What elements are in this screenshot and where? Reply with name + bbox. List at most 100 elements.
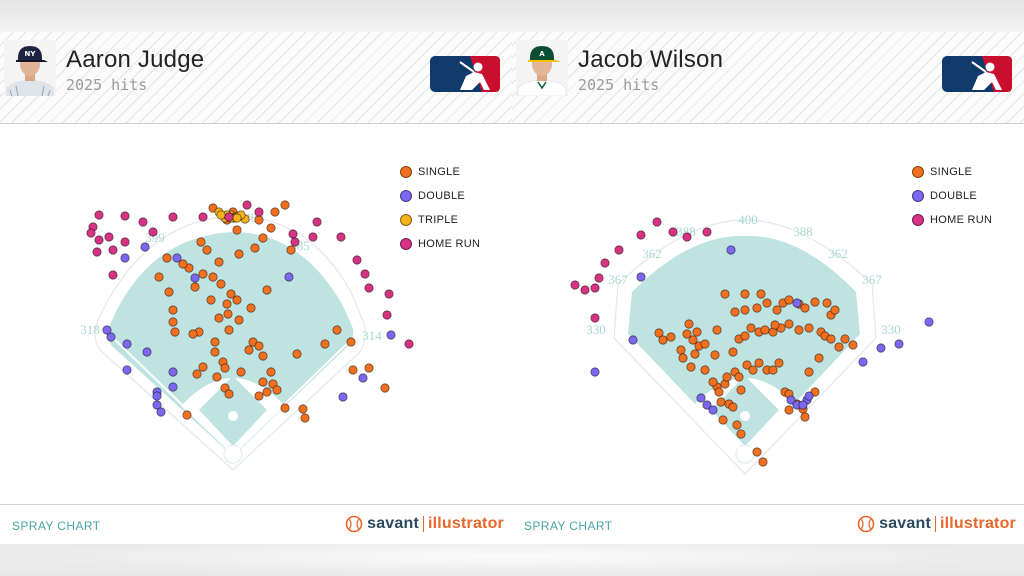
hit-point-single	[794, 325, 804, 335]
hit-point-single	[804, 367, 814, 377]
hit-point-home-run	[168, 212, 178, 222]
svg-text:NY: NY	[25, 50, 37, 58]
hit-point-single	[222, 299, 232, 309]
hit-point-home-run	[108, 270, 118, 280]
legend-item-double: DOUBLE	[912, 184, 992, 208]
hit-point-single	[190, 282, 200, 292]
fence-distance-label: 367	[862, 272, 882, 287]
hit-point-single	[346, 337, 356, 347]
hit-point-home-run	[120, 237, 130, 247]
hit-point-single	[736, 385, 746, 395]
hit-point-home-run	[290, 237, 300, 247]
player-name: Jacob Wilson	[578, 46, 724, 73]
hit-point-single	[728, 402, 738, 412]
hit-point-home-run	[308, 232, 318, 242]
hit-point-single	[658, 335, 668, 345]
hit-point-double	[590, 367, 600, 377]
player-header: A Jacob Wilson 2025 hits	[512, 32, 1024, 124]
hit-point-single	[784, 319, 794, 329]
savant-illustrator-brand[interactable]: savant illustrator	[345, 513, 504, 535]
hit-point-single	[756, 289, 766, 299]
hit-point-double	[172, 253, 182, 263]
legend-label: DOUBLE	[930, 190, 978, 202]
hit-point-single	[654, 328, 664, 338]
spray-chart-label: SPRAY CHART	[524, 519, 613, 533]
hit-point-home-run	[570, 280, 580, 290]
hit-point-single	[712, 325, 722, 335]
hit-point-single	[774, 358, 784, 368]
brand-illustrator: illustrator	[428, 515, 504, 532]
hit-point-single	[272, 385, 282, 395]
hit-point-single	[254, 341, 264, 351]
legend-label: DOUBLE	[418, 190, 466, 202]
hit-point-single	[804, 323, 814, 333]
hit-point-home-run	[682, 232, 692, 242]
hit-point-double	[142, 347, 152, 357]
hit-point-single	[154, 272, 164, 282]
hit-point-home-run	[384, 289, 394, 299]
legend-swatch	[912, 166, 924, 178]
hit-point-single	[254, 391, 264, 401]
hit-point-single	[740, 289, 750, 299]
hit-point-single	[236, 367, 246, 377]
hit-point-single	[814, 353, 824, 363]
hit-point-single	[676, 345, 686, 355]
spray-chart-label: SPRAY CHART	[12, 519, 101, 533]
hit-point-single	[730, 307, 740, 317]
brand-savant: savant	[367, 515, 419, 532]
hit-point-single	[686, 362, 696, 372]
hit-point-home-run	[590, 283, 600, 293]
hit-point-single	[223, 309, 233, 319]
fence-distance-label: 362	[828, 246, 848, 261]
hit-point-home-run	[652, 217, 662, 227]
hit-point-single	[760, 325, 770, 335]
hit-point-single	[226, 289, 236, 299]
hit-point-triple	[216, 210, 226, 220]
hit-point-single	[684, 319, 694, 329]
hit-point-single	[258, 377, 268, 387]
hit-point-single	[244, 345, 254, 355]
left-foul-line	[622, 335, 746, 455]
legend-item-single: SINGLE	[400, 160, 480, 184]
hit-point-double	[156, 407, 166, 417]
hit-point-single	[748, 365, 758, 375]
mlb-logo-icon	[942, 56, 1012, 92]
legend-swatch	[400, 214, 412, 226]
hit-point-double	[858, 357, 868, 367]
left-foul-line	[110, 335, 234, 455]
hit-point-single	[258, 233, 268, 243]
hit-point-single	[768, 365, 778, 375]
hit-point-single	[286, 245, 296, 255]
hit-point-single	[254, 215, 264, 225]
hit-point-single	[690, 349, 700, 359]
hit-point-home-run	[590, 313, 600, 323]
player-header: NY Aaron Judge 2025 hits	[0, 32, 512, 124]
legend-item-single: SINGLE	[912, 160, 992, 184]
hit-point-single	[682, 329, 692, 339]
hit-point-home-run	[580, 285, 590, 295]
legend-label: HOME RUN	[930, 214, 993, 226]
hit-point-single	[196, 237, 206, 247]
hit-point-double	[628, 335, 638, 345]
hit-point-home-run	[108, 245, 118, 255]
hit-point-double	[140, 242, 150, 252]
hit-point-single	[822, 298, 832, 308]
savant-illustrator-brand[interactable]: savant illustrator	[857, 513, 1016, 535]
fence-distance-label: 367	[608, 272, 628, 287]
hit-point-single	[266, 223, 276, 233]
hit-point-home-run	[614, 245, 624, 255]
season-subtitle: 2025 hits	[578, 76, 660, 94]
hit-point-single	[210, 347, 220, 357]
player-headshot-icon: NY	[4, 40, 56, 96]
hit-point-home-run	[404, 339, 414, 349]
player-name: Aaron Judge	[66, 46, 205, 73]
fence-distance-label: 330	[586, 322, 606, 337]
brand-divider	[935, 516, 936, 532]
hit-point-single	[198, 269, 208, 279]
hit-point-double	[726, 245, 736, 255]
hit-point-single	[270, 207, 280, 217]
hit-point-home-run	[360, 269, 370, 279]
hit-point-single	[692, 327, 702, 337]
legend-swatch	[400, 190, 412, 202]
hit-point-single	[214, 313, 224, 323]
